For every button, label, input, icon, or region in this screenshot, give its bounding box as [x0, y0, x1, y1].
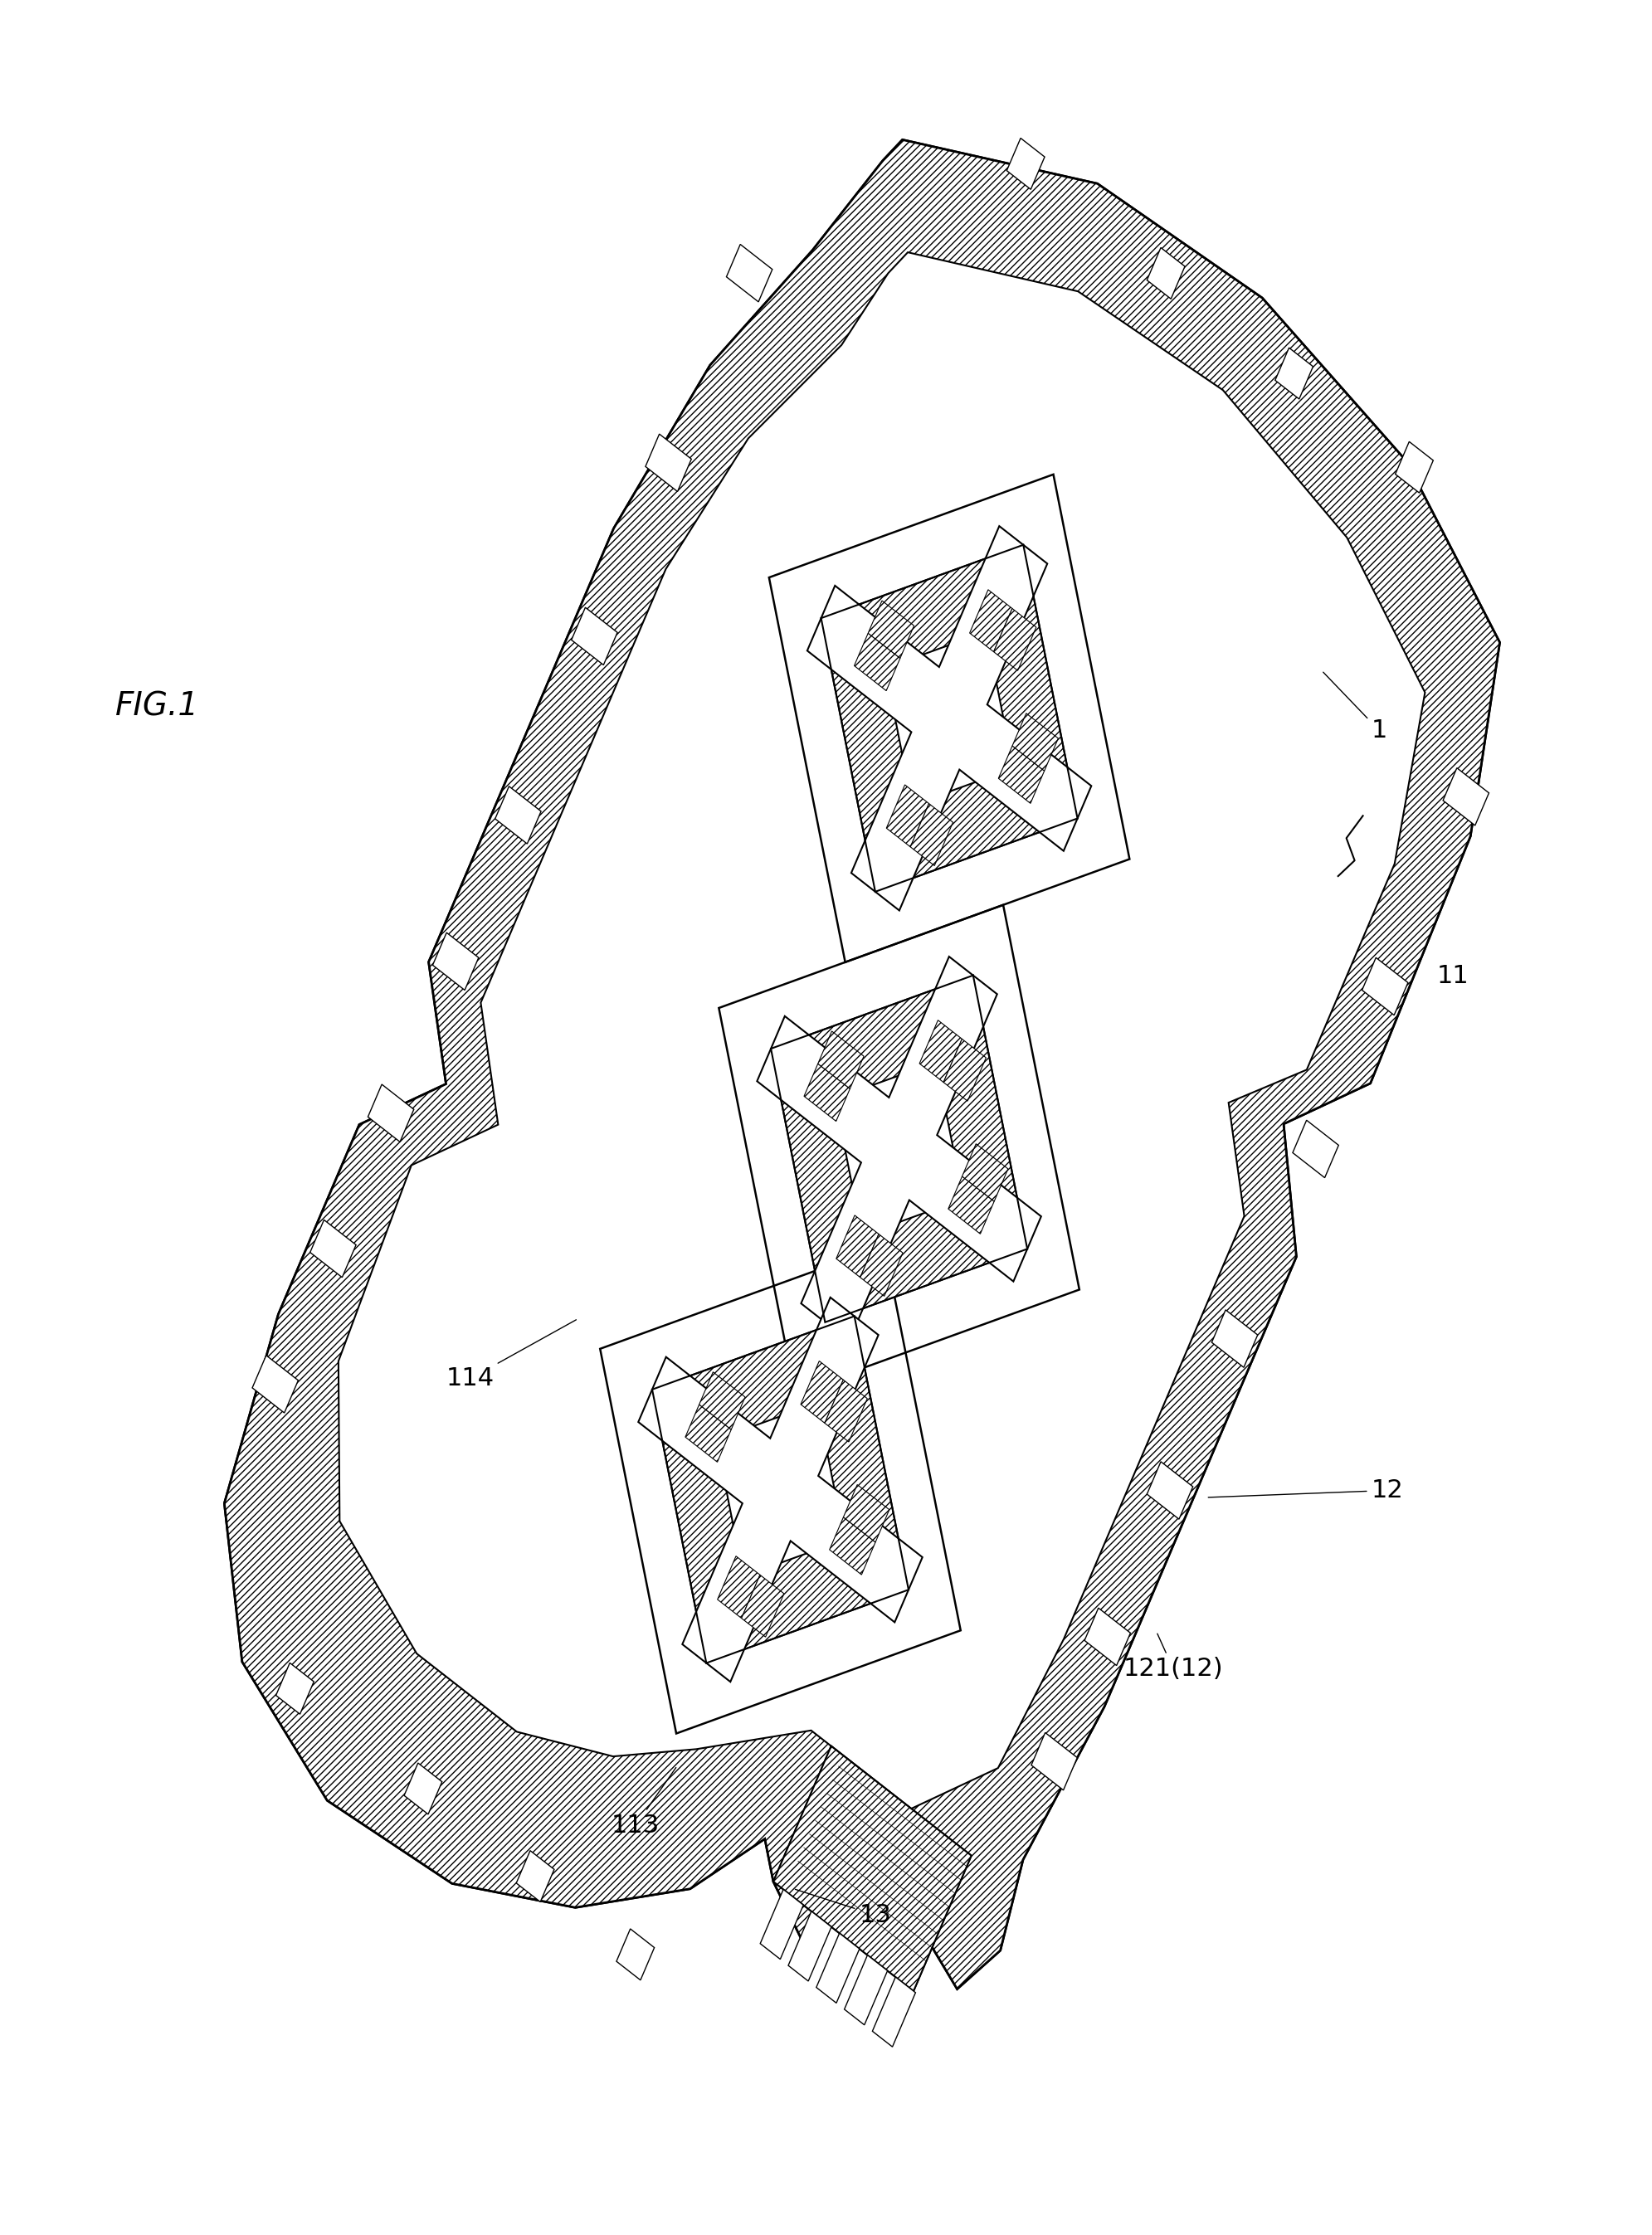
Polygon shape	[773, 1746, 971, 1991]
Polygon shape	[1361, 957, 1408, 1015]
Polygon shape	[225, 141, 1500, 1989]
Polygon shape	[801, 1361, 843, 1424]
Polygon shape	[757, 957, 1041, 1341]
Polygon shape	[821, 545, 1077, 892]
Polygon shape	[1275, 349, 1313, 400]
Polygon shape	[920, 1019, 961, 1082]
Text: FIG.1: FIG.1	[116, 691, 200, 722]
Text: 12: 12	[1208, 1477, 1403, 1502]
Polygon shape	[717, 1404, 844, 1576]
Polygon shape	[872, 1978, 915, 2047]
Polygon shape	[1013, 713, 1059, 771]
Polygon shape	[970, 590, 1013, 653]
Polygon shape	[1396, 443, 1434, 494]
Polygon shape	[699, 1372, 745, 1430]
Polygon shape	[1211, 1310, 1257, 1368]
Polygon shape	[433, 932, 479, 990]
Text: 121(12): 121(12)	[1123, 1634, 1224, 1681]
Text: 11: 11	[1437, 963, 1469, 988]
Polygon shape	[727, 244, 773, 302]
Polygon shape	[854, 633, 900, 691]
Text: 113: 113	[611, 1768, 676, 1837]
Text: 1: 1	[1323, 673, 1388, 742]
Polygon shape	[368, 1084, 415, 1142]
Polygon shape	[1442, 769, 1488, 825]
Polygon shape	[653, 1316, 909, 1663]
Polygon shape	[943, 1039, 986, 1102]
Polygon shape	[836, 1216, 879, 1278]
Polygon shape	[948, 1176, 995, 1234]
Polygon shape	[805, 1064, 851, 1122]
Polygon shape	[1031, 1732, 1077, 1790]
Polygon shape	[572, 608, 618, 666]
Polygon shape	[616, 1929, 654, 1980]
Polygon shape	[742, 1576, 785, 1636]
Polygon shape	[788, 1911, 831, 1980]
Polygon shape	[998, 746, 1044, 802]
Polygon shape	[517, 1851, 553, 1902]
Text: 13: 13	[795, 1889, 892, 1927]
Polygon shape	[867, 601, 914, 659]
Polygon shape	[887, 784, 928, 847]
Polygon shape	[834, 1062, 963, 1236]
Polygon shape	[824, 1379, 867, 1442]
Polygon shape	[253, 1354, 299, 1413]
Polygon shape	[961, 1144, 1008, 1202]
Polygon shape	[646, 434, 692, 492]
Polygon shape	[1146, 248, 1184, 299]
Polygon shape	[339, 253, 1426, 1808]
Polygon shape	[760, 1889, 803, 1960]
Polygon shape	[818, 1030, 864, 1088]
Text: 114: 114	[446, 1321, 577, 1390]
Polygon shape	[910, 805, 953, 865]
Polygon shape	[717, 1556, 760, 1618]
Polygon shape	[829, 1518, 876, 1576]
Polygon shape	[1006, 139, 1044, 190]
Polygon shape	[496, 787, 542, 845]
Polygon shape	[405, 1763, 443, 1815]
Polygon shape	[816, 1933, 859, 2003]
Polygon shape	[225, 141, 1500, 1989]
Polygon shape	[773, 1746, 971, 1991]
Polygon shape	[311, 1220, 357, 1278]
Polygon shape	[1292, 1120, 1338, 1178]
Polygon shape	[844, 1956, 887, 2025]
Polygon shape	[686, 1404, 732, 1462]
Polygon shape	[276, 1663, 314, 1714]
Polygon shape	[861, 1234, 902, 1296]
Polygon shape	[1146, 1462, 1193, 1520]
Polygon shape	[844, 1484, 889, 1542]
Polygon shape	[771, 974, 1028, 1323]
Polygon shape	[1084, 1607, 1130, 1665]
Polygon shape	[885, 633, 1013, 805]
Polygon shape	[995, 608, 1036, 670]
Polygon shape	[638, 1296, 922, 1681]
Polygon shape	[808, 525, 1092, 910]
